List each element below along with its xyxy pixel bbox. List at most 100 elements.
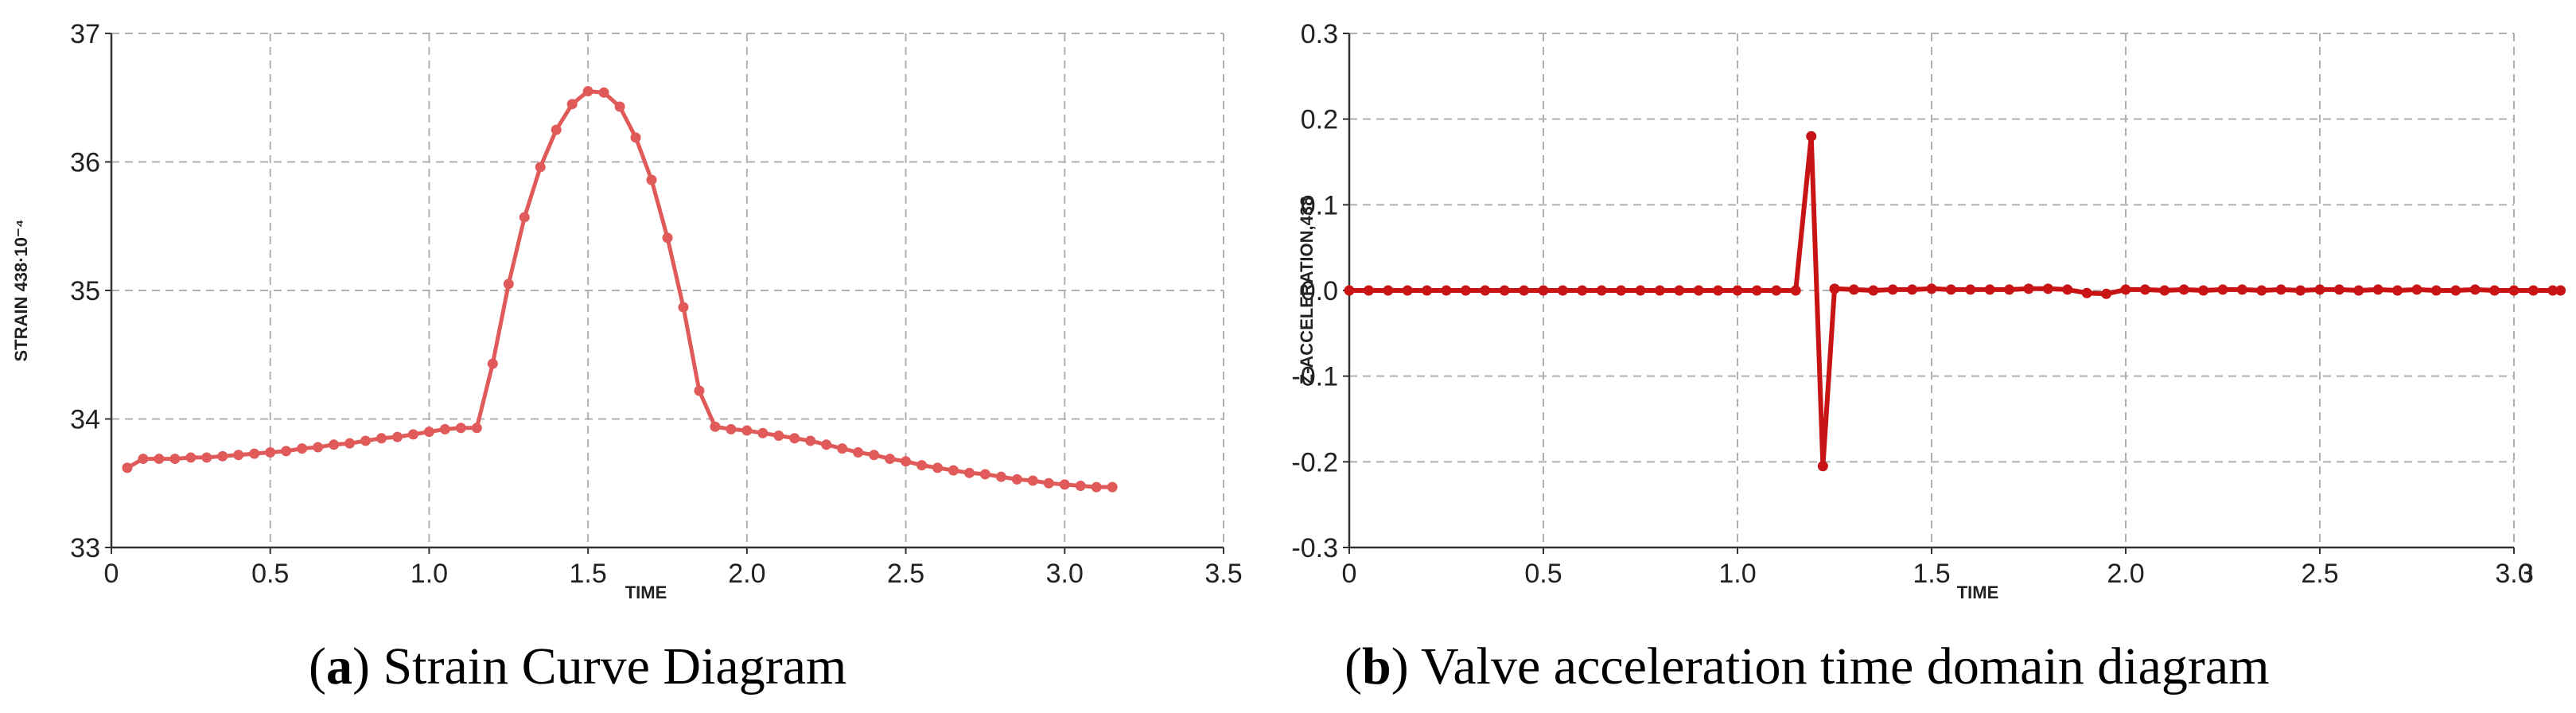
chart-b-data-point bbox=[1887, 284, 1898, 295]
chart-b-data-point bbox=[2217, 284, 2228, 295]
chart-a-data-point bbox=[885, 454, 896, 465]
chart-b-data-point bbox=[2236, 284, 2247, 295]
chart-a-data-point bbox=[519, 212, 530, 223]
chart-a-data-point bbox=[455, 423, 466, 434]
chart-b-data-point bbox=[1771, 285, 1782, 296]
chart-b-xtick-label: 1.5 bbox=[1913, 559, 1950, 589]
chart-b-x-axis-label: TIME bbox=[1957, 582, 1999, 602]
chart-b-data-point bbox=[1984, 284, 1995, 295]
chart-a-data-point bbox=[297, 443, 308, 454]
caption-b-open: ( bbox=[1344, 637, 1362, 695]
chart-a-data-point bbox=[932, 462, 944, 473]
chart-a-svg: 33 34 35 36 37 0 0.5 1.0 1.5 2.0 2.5 3.0 3.5 TIME STRA… bbox=[11, 19, 1243, 602]
chart-a-data-point bbox=[1043, 477, 1054, 489]
chart-b-data-point bbox=[1732, 285, 1743, 296]
chart-b-data-point bbox=[2139, 284, 2150, 295]
chart-b-xtick-label-extra: 3 bbox=[2519, 559, 2534, 589]
chart-b-data-point bbox=[1616, 285, 1627, 296]
chart-a-data-point bbox=[471, 423, 482, 434]
chart-a-data-point bbox=[217, 450, 228, 462]
chart-b-data-point bbox=[2178, 284, 2189, 295]
caption-b-letter: b bbox=[1361, 637, 1391, 695]
chart-a-data-point bbox=[837, 443, 848, 454]
chart-b-data-point bbox=[2333, 284, 2344, 295]
chart-b-data-point bbox=[1402, 285, 1413, 296]
chart-a-data-point bbox=[1091, 481, 1102, 493]
chart-a-data-point bbox=[1075, 480, 1086, 491]
chart-a-data-point bbox=[598, 87, 609, 98]
chart-a-data-point bbox=[948, 465, 959, 476]
chart-a-data-point bbox=[423, 427, 434, 438]
chart-a-data-point bbox=[694, 385, 705, 396]
chart-b-data-point bbox=[2295, 285, 2306, 296]
chart-a-xtick-label: 3.0 bbox=[1046, 559, 1084, 589]
caption-b: (b) Valve acceleration time domain diagr… bbox=[1344, 637, 2270, 697]
chart-b-data-point bbox=[1848, 284, 1859, 295]
chart-b-data-point bbox=[1441, 285, 1452, 296]
chart-b-data-point bbox=[1693, 285, 1704, 296]
chart-b-data-point bbox=[1383, 285, 1394, 296]
chart-b-y-axis-label: Z-ACCELERATION,438 bbox=[1297, 197, 1317, 385]
chart-b-ytick-label: 0.0 bbox=[1301, 276, 1338, 306]
chart-a-y-axis-label: STRAIN 438·10⁻⁴ bbox=[11, 220, 31, 362]
chart-b-panel: -0.3 -0.2 -0.1 0.0 0.1 0.2 0.3 0 0.5 1.0 1.5 2.0 2.5… bbox=[1273, 0, 2576, 713]
chart-a-data-point bbox=[582, 86, 593, 97]
chart-b-data-point bbox=[2256, 285, 2267, 296]
chart-b-ytick-label: 0.3 bbox=[1301, 19, 1338, 49]
chart-a-data-point bbox=[979, 469, 990, 480]
chart-a-data-point bbox=[391, 431, 403, 442]
chart-a-data-point bbox=[344, 438, 356, 449]
chart-a-xtick-label: 1.0 bbox=[411, 559, 448, 589]
chart-b-data-point bbox=[2120, 284, 2131, 295]
chart-b-data-point bbox=[2023, 283, 2034, 294]
chart-b-data-point bbox=[2042, 283, 2053, 294]
chart-b-data-point bbox=[1907, 284, 1918, 295]
chart-a-data-point bbox=[678, 302, 689, 313]
chart-a-data-point bbox=[487, 358, 498, 369]
chart-b-data-point bbox=[1480, 285, 1491, 296]
chart-a-data-point bbox=[281, 446, 292, 457]
chart-a-ytick-label: 37 bbox=[70, 19, 100, 49]
chart-b-xtick-label: 2.5 bbox=[2301, 559, 2338, 589]
chart-b-data-point bbox=[2547, 285, 2558, 296]
chart-a-ytick-label: 36 bbox=[70, 148, 100, 178]
chart-a-data-point bbox=[249, 448, 260, 459]
chart-b-data-point bbox=[1538, 285, 1549, 296]
chart-a-data-point bbox=[360, 435, 372, 446]
chart-a-xtick-label: 3.5 bbox=[1204, 559, 1242, 589]
chart-a-ytick-label: 33 bbox=[70, 533, 100, 563]
chart-a-data-point bbox=[630, 132, 641, 143]
chart-a-series-line bbox=[126, 89, 1113, 489]
chart-b-data-point bbox=[1654, 285, 1665, 296]
chart-a-data-point bbox=[503, 279, 514, 290]
chart-b-data-point bbox=[1817, 461, 1828, 472]
caption-a-text: Strain Curve Diagram bbox=[383, 637, 847, 695]
chart-a-data-point bbox=[407, 429, 418, 440]
chart-b-data-point bbox=[2314, 284, 2325, 295]
chart-b-data-point bbox=[1577, 285, 1588, 296]
chart-b-data-point bbox=[2372, 284, 2383, 295]
chart-a-xtick-label: 0.5 bbox=[251, 559, 289, 589]
chart-a-data-point bbox=[122, 462, 133, 473]
chart-a-ytick-label: 34 bbox=[70, 405, 100, 435]
chart-a-data-point bbox=[901, 456, 912, 467]
chart-b-data-point bbox=[2527, 285, 2539, 296]
chart-b-xtick-label: 2.0 bbox=[2107, 559, 2144, 589]
chart-a-data-point bbox=[1027, 475, 1038, 486]
chart-a-data-point bbox=[201, 452, 212, 463]
chart-a-data-point bbox=[614, 101, 625, 112]
chart-b-data-point bbox=[1422, 285, 1433, 296]
chart-b-data-point bbox=[2430, 285, 2442, 296]
chart-b-data-point bbox=[2411, 284, 2422, 295]
chart-a-data-point bbox=[138, 454, 149, 465]
caption-b-text: Valve acceleration time domain diagram bbox=[1421, 637, 2270, 695]
chart-a-data-point bbox=[916, 460, 928, 471]
chart-b-data-point bbox=[1751, 285, 1762, 296]
chart-a-data-point bbox=[265, 446, 276, 458]
chart-b-data-point bbox=[2159, 285, 2170, 296]
chart-a-data-point bbox=[1011, 473, 1022, 485]
chart-a-data-point bbox=[439, 423, 450, 434]
chart-b-series-line bbox=[1349, 134, 2561, 469]
chart-b-data-point bbox=[1635, 285, 1646, 296]
chart-b-data-point bbox=[2275, 284, 2286, 295]
